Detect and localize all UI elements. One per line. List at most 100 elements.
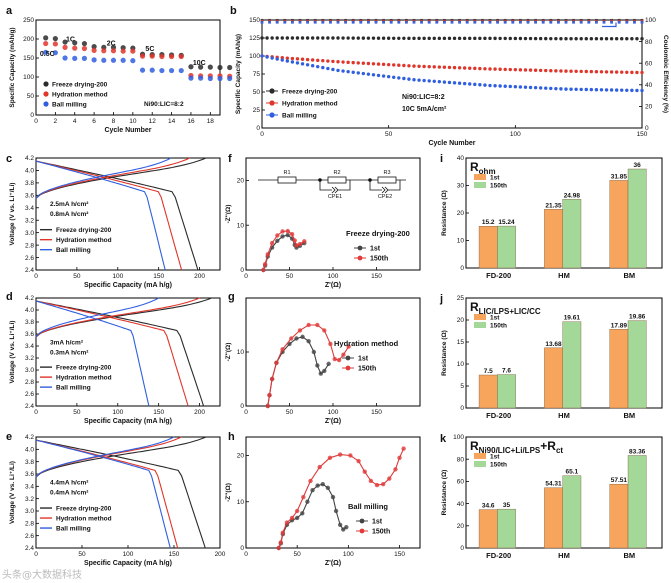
y-tick-label: 10 (237, 222, 245, 229)
y-axis-title: Specific Capacity (mAh/g) (9, 27, 16, 107)
y-tick-label: 3.6 (25, 193, 34, 200)
rate-label: 5C (145, 46, 154, 53)
ce-point (260, 20, 264, 24)
y-tick-label: 4.2 (25, 295, 34, 302)
data-point (91, 44, 97, 50)
y-tick-label: 15 (457, 339, 465, 346)
data-point (139, 67, 146, 73)
bar-value-label: 31.85 (611, 173, 628, 180)
circuit-label: R3 (383, 170, 390, 176)
data-point (346, 60, 350, 65)
y-tick-label: 4.2 (25, 434, 34, 441)
y-tick-label-right: 60 (645, 60, 653, 67)
discharge-curve (35, 160, 166, 271)
legend-label: Hydration method (56, 375, 112, 382)
y-tick-label: 40 (457, 501, 465, 508)
data-point (569, 69, 573, 73)
ce-point (587, 20, 591, 24)
x-tick-label: 0 (244, 551, 248, 558)
data-point (392, 75, 396, 79)
category-label: HM (558, 411, 570, 420)
data-point (310, 36, 315, 40)
data-point (280, 58, 284, 62)
x-tick-label: 14 (168, 118, 176, 125)
panel-a: 0 2 4 6 8 10 12 14 16 18 0 50 100 150 200 250 Cycle Numb… (9, 17, 233, 134)
y-tick-label: 2.4 (25, 267, 34, 274)
y-tick-label: 3.8 (25, 459, 34, 466)
bar (497, 374, 516, 409)
x-tick-label: 50 (78, 551, 86, 558)
data-point (452, 81, 457, 85)
data-point (289, 336, 294, 341)
data-point (468, 36, 472, 41)
data-point (336, 36, 340, 40)
data-point (630, 37, 634, 41)
data-point (326, 36, 330, 40)
data-point (366, 61, 371, 66)
data-point (518, 68, 523, 72)
x-tick-label: 18 (207, 118, 215, 125)
data-point (442, 80, 447, 84)
y-tick-label: 3.4 (25, 343, 34, 350)
data-point (294, 515, 300, 521)
ce-point (610, 20, 613, 24)
legend-label: Freeze drying-200 (56, 506, 112, 513)
data-point (337, 452, 343, 457)
x-tick-label: 0 (34, 273, 38, 280)
data-point (305, 63, 310, 67)
data-point (261, 267, 266, 273)
data-point (635, 37, 639, 41)
plot-frame (261, 19, 643, 129)
ce-point (465, 20, 469, 24)
data-point (381, 62, 386, 67)
data-point (101, 48, 107, 54)
legend-swatch (474, 314, 486, 320)
ce-point (321, 20, 325, 24)
data-point (393, 467, 398, 472)
annotation: Ni90:LIC=8:2 (144, 101, 184, 108)
ce-point (503, 20, 507, 24)
legend-label: Freeze drying-200 (52, 82, 108, 89)
data-point (503, 67, 507, 72)
ce-point (351, 20, 355, 24)
ce-point (291, 20, 294, 24)
x-axis-title: Specific Capacity (mA h/g) (84, 282, 172, 289)
data-point (356, 71, 360, 75)
y-tick-label: 4.0 (25, 168, 34, 175)
data-point (320, 481, 325, 487)
data-point (120, 57, 126, 63)
data-point (361, 36, 366, 40)
data-point (374, 482, 380, 488)
data-point (285, 59, 290, 63)
legend-marker (43, 91, 49, 97)
data-point (584, 69, 588, 74)
legend-label: 150th (372, 529, 390, 536)
data-point (280, 530, 286, 535)
y-tick-label: 250 (23, 17, 34, 24)
nyquist-curve (262, 234, 305, 271)
data-point (503, 84, 507, 88)
bar (627, 168, 647, 269)
data-point (311, 349, 317, 355)
data-point (267, 393, 272, 398)
bar (478, 225, 498, 269)
data-point (402, 63, 406, 68)
data-point (330, 494, 336, 500)
y-tick-label: 25 (253, 107, 261, 114)
x-tick-label: 100 (328, 409, 339, 416)
data-point (280, 347, 285, 352)
data-point (452, 36, 457, 41)
ce-point (579, 20, 583, 24)
x-tick-label: 50 (385, 131, 393, 138)
data-point (498, 67, 502, 71)
data-point (493, 67, 497, 71)
data-point (371, 36, 376, 40)
data-point (640, 70, 644, 75)
data-point (305, 499, 310, 504)
y-tick-label: 75 (253, 71, 261, 78)
x-tick-label: 0 (260, 131, 264, 138)
legend-label: 150th (490, 183, 507, 190)
data-point (397, 36, 401, 40)
charge-curve (35, 436, 175, 478)
data-point (564, 69, 568, 73)
